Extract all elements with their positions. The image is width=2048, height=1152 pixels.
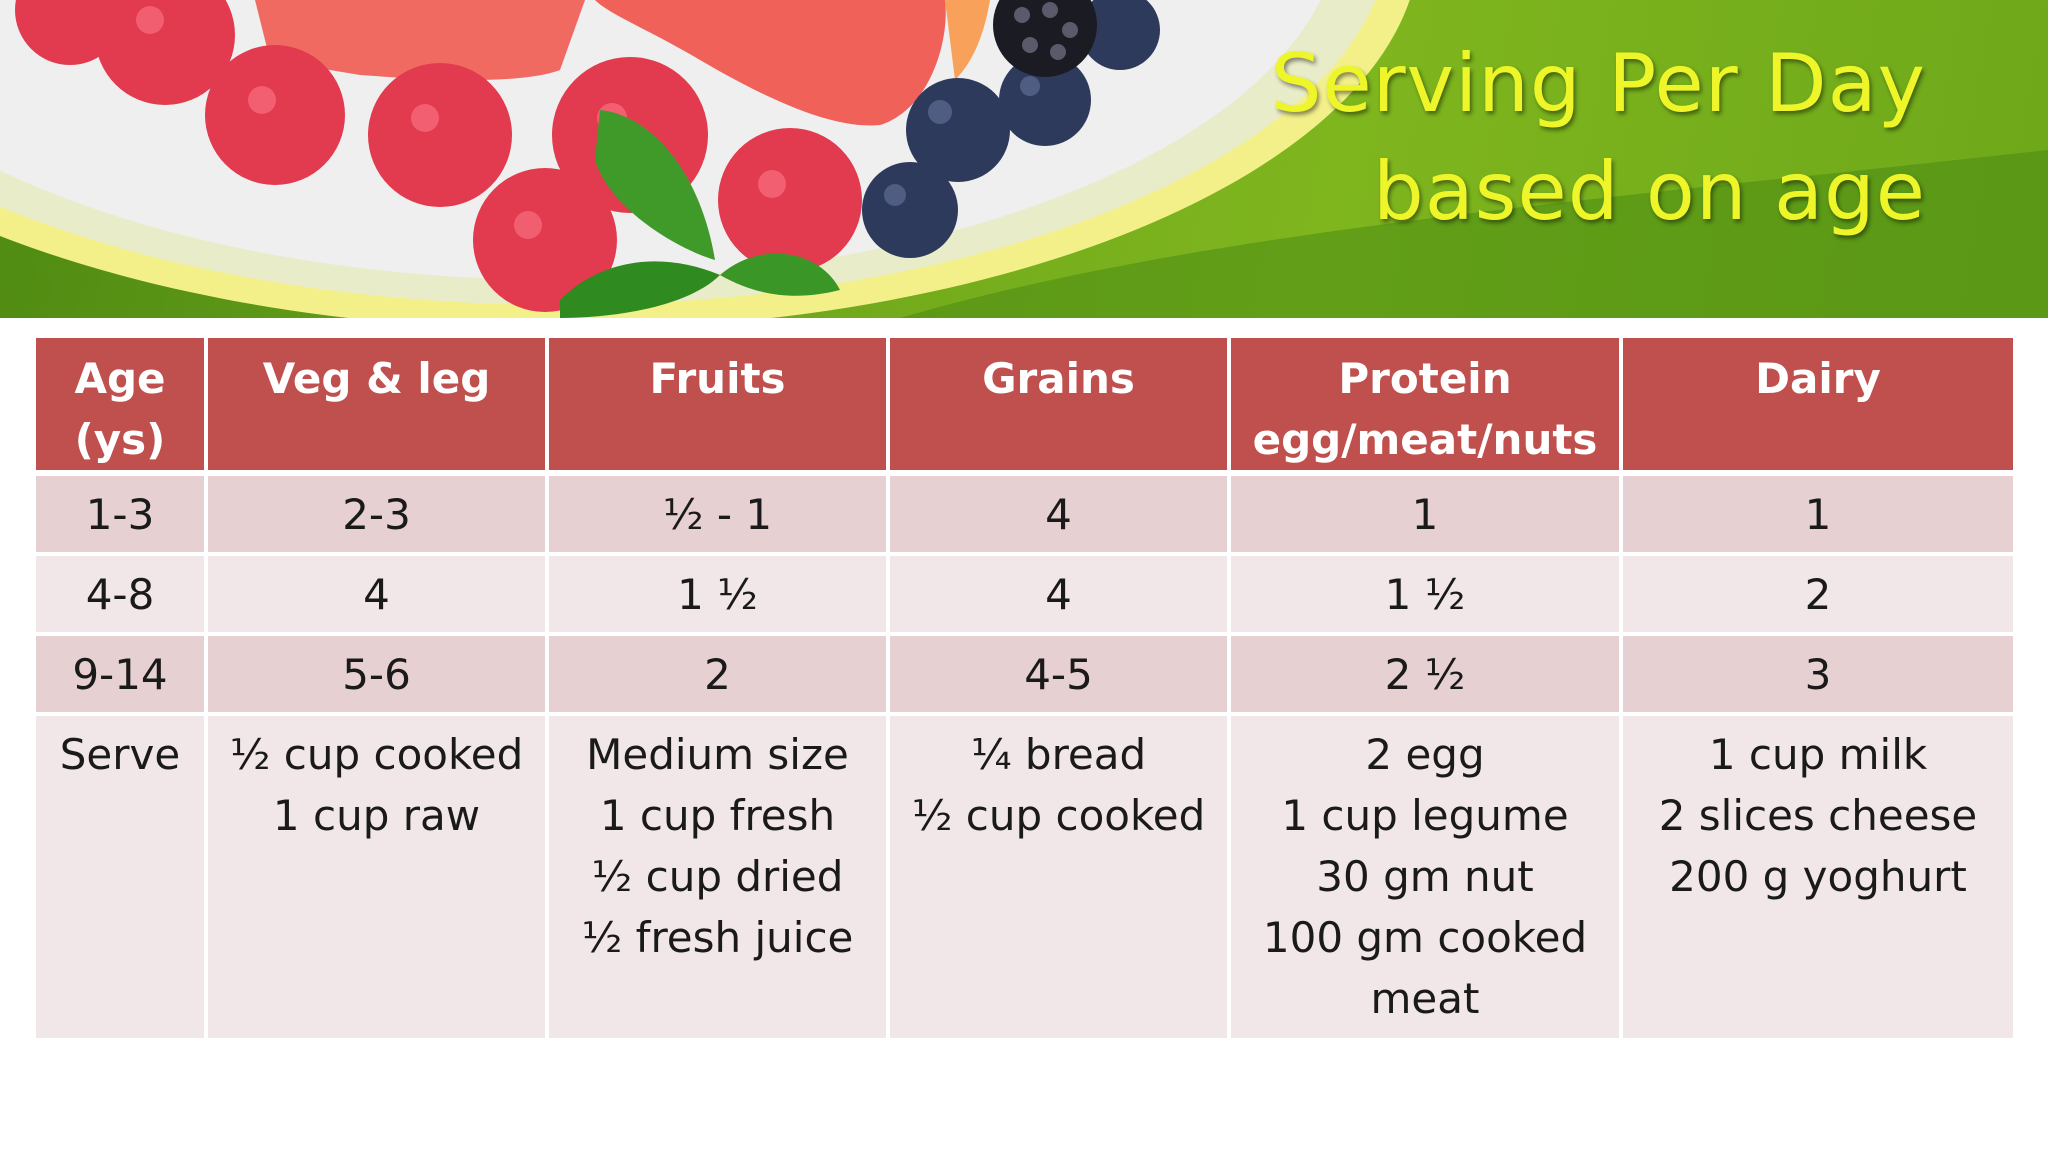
header-dairy: Dairy <box>1619 338 2013 476</box>
cell-dairy: 3 <box>1619 632 2013 716</box>
serve-protein: 2 egg 1 cup legume 30 gm nut 100 gm cook… <box>1227 712 1623 1038</box>
title-line-1: Serving Per Day <box>1270 37 1926 130</box>
header-protein: Protein egg/meat/nuts <box>1227 338 1623 476</box>
cell-age: 1-3 <box>36 471 208 556</box>
header-age: Age (ys) <box>36 338 208 476</box>
serve-label: Serve <box>36 712 208 1038</box>
servings-table: Age (ys) Veg & leg Fruits Grains Protein… <box>36 338 2013 1038</box>
cell-age: 4-8 <box>36 552 208 636</box>
cell-veg: 2-3 <box>204 471 549 556</box>
cell-protein: 2 ½ <box>1227 632 1623 716</box>
serve-veg: ½ cup cooked 1 cup raw <box>204 712 549 1038</box>
cell-fruits: 2 <box>545 632 890 716</box>
serve-grains: ¼ bread ½ cup cooked <box>886 712 1231 1038</box>
header-grains: Grains <box>886 338 1231 476</box>
table-row: 9-14 5-6 2 4-5 2 ½ 3 <box>36 632 2013 716</box>
table-row: 4-8 4 1 ½ 4 1 ½ 2 <box>36 552 2013 636</box>
cell-age: 9-14 <box>36 632 208 716</box>
header-fruits: Fruits <box>545 338 890 476</box>
serve-row: Serve ½ cup cooked 1 cup raw Medium size… <box>36 712 2013 1038</box>
table-row: 1-3 2-3 ½ - 1 4 1 1 <box>36 471 2013 556</box>
header-veg: Veg & leg <box>204 338 549 476</box>
serve-dairy: 1 cup milk 2 slices cheese 200 g yoghurt <box>1619 712 2013 1038</box>
serve-fruits: Medium size 1 cup fresh ½ cup dried ½ fr… <box>545 712 890 1038</box>
cell-dairy: 2 <box>1619 552 2013 636</box>
cell-fruits: 1 ½ <box>545 552 890 636</box>
cell-protein: 1 ½ <box>1227 552 1623 636</box>
cell-protein: 1 <box>1227 471 1623 556</box>
cell-grains: 4 <box>886 471 1231 556</box>
cell-veg: 5-6 <box>204 632 549 716</box>
table-header-row: Age (ys) Veg & leg Fruits Grains Protein… <box>36 338 2013 476</box>
cell-grains: 4 <box>886 552 1231 636</box>
cell-grains: 4-5 <box>886 632 1231 716</box>
fruit-plate-image <box>0 0 2048 318</box>
slide-title: Serving Per Day based on age <box>1271 30 1926 246</box>
cell-dairy: 1 <box>1619 471 2013 556</box>
cell-fruits: ½ - 1 <box>545 471 890 556</box>
title-line-2: based on age <box>1372 145 1926 238</box>
header-banner: Serving Per Day based on age <box>0 0 2048 318</box>
cell-veg: 4 <box>204 552 549 636</box>
